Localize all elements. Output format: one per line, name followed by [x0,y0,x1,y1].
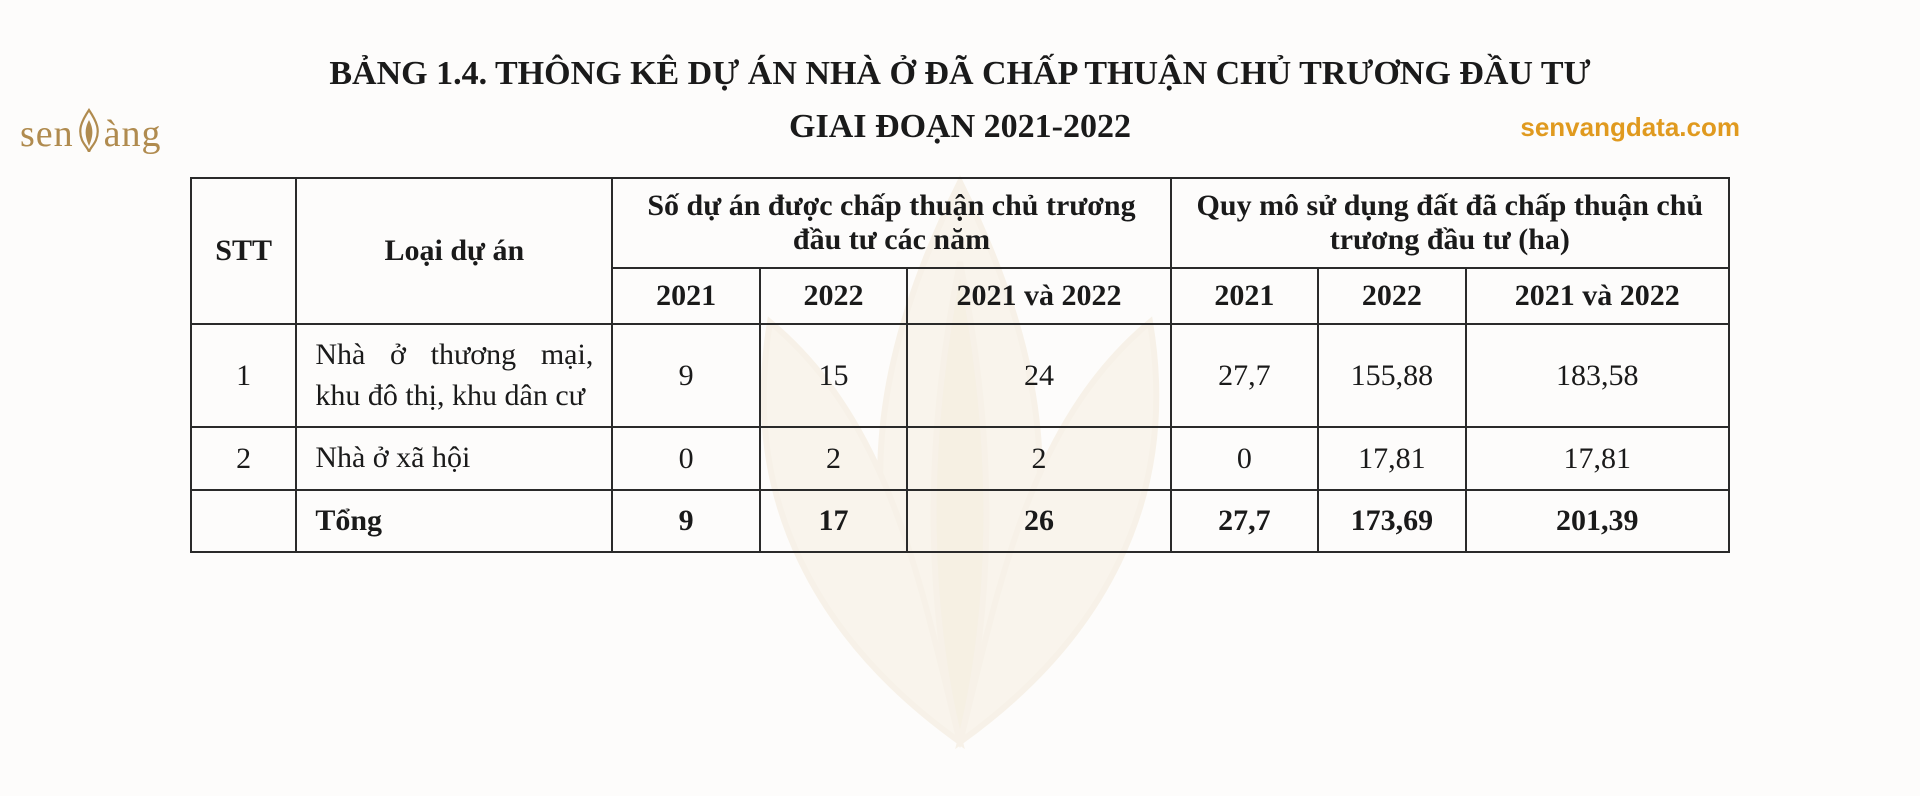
cell-cnt-2021: 9 [612,490,759,553]
cell-area-2021: 27,7 [1171,324,1318,427]
cell-area-2021: 27,7 [1171,490,1318,553]
data-table-container: STT Loại dự án Số dự án được chấp thuận … [190,177,1730,553]
cell-type: Tổng [296,490,612,553]
cell-stt: 1 [191,324,296,427]
cell-cnt-2021: 9 [612,324,759,427]
cell-area-both: 201,39 [1466,490,1729,553]
header-group-area: Quy mô sử dụng đất đã chấp thuận chủ trư… [1171,178,1729,268]
cell-cnt-2022: 2 [760,427,907,490]
title-line-1: BẢNG 1.4. THÔNG KÊ DỰ ÁN NHÀ Ở ĐÃ CHẤP T… [0,48,1920,101]
header-area-2022: 2022 [1318,268,1465,324]
header-stt: STT [191,178,296,324]
cell-cnt-both: 2 [907,427,1170,490]
cell-cnt-2022: 17 [760,490,907,553]
cell-cnt-both: 24 [907,324,1170,427]
title-line-2: GIAI ĐOẠN 2021-2022 [0,101,1920,154]
cell-cnt-2022: 15 [760,324,907,427]
cell-area-2022: 155,88 [1318,324,1465,427]
table-total-row: Tổng 9 17 26 27,7 173,69 201,39 [191,490,1729,553]
table-row: 1 Nhà ở thương mại, khu đô thị, khu dân … [191,324,1729,427]
header-area-both: 2021 và 2022 [1466,268,1729,324]
header-count-2022: 2022 [760,268,907,324]
table-row: 2 Nhà ở xã hội 0 2 2 0 17,81 17,81 [191,427,1729,490]
title-block: BẢNG 1.4. THÔNG KÊ DỰ ÁN NHÀ Ở ĐÃ CHẤP T… [0,0,1920,153]
cell-area-2022: 173,69 [1318,490,1465,553]
header-loai: Loại dự án [296,178,612,324]
cell-type: Nhà ở thương mại, khu đô thị, khu dân cư [296,324,612,427]
cell-area-2022: 17,81 [1318,427,1465,490]
table-header-row-1: STT Loại dự án Số dự án được chấp thuận … [191,178,1729,268]
cell-stt [191,490,296,553]
header-count-both: 2021 và 2022 [907,268,1170,324]
cell-cnt-2021: 0 [612,427,759,490]
header-area-2021: 2021 [1171,268,1318,324]
cell-stt: 2 [191,427,296,490]
cell-area-2021: 0 [1171,427,1318,490]
statistics-table: STT Loại dự án Số dự án được chấp thuận … [190,177,1730,553]
cell-type: Nhà ở xã hội [296,427,612,490]
header-count-2021: 2021 [612,268,759,324]
cell-area-both: 183,58 [1466,324,1729,427]
header-group-count: Số dự án được chấp thuận chủ trương đầu … [612,178,1170,268]
cell-area-both: 17,81 [1466,427,1729,490]
cell-cnt-both: 26 [907,490,1170,553]
